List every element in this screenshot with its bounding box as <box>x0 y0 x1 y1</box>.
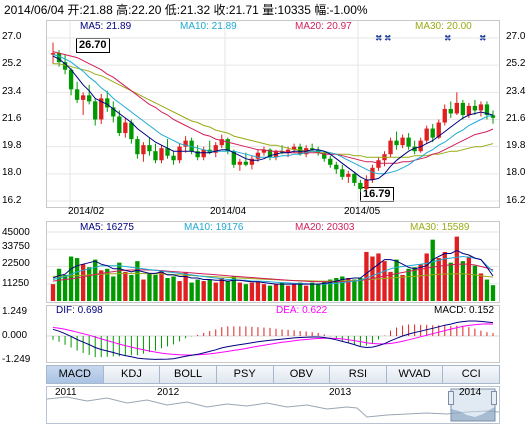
price-y-tick: 23.4 <box>2 86 22 97</box>
price-y-tick: 27.0 <box>2 31 22 42</box>
navigator-left-handle[interactable] <box>448 391 454 405</box>
range-navigator[interactable]: 2011 2012 2013 2014 <box>46 386 500 424</box>
tab-macd[interactable]: MACD <box>47 366 104 383</box>
navigator-history-line <box>47 388 499 422</box>
price-y-tick-right: 19.8 <box>506 140 526 151</box>
macd-y-tick: 0.000 <box>2 330 28 341</box>
tab-rsi[interactable]: RSI <box>330 366 387 383</box>
price-y-tick: 21.6 <box>2 113 22 124</box>
low-price-callout: 16.79 <box>360 187 394 202</box>
volume-y-tick: 22500 <box>2 258 30 269</box>
price-chart-panel[interactable] <box>46 20 500 208</box>
price-y-tick-right: 16.2 <box>506 195 526 206</box>
volume-ma30-label: MA30: 15589 <box>410 222 470 233</box>
tab-psy[interactable]: PSY <box>217 366 274 383</box>
quote-header: 2014/06/04 开:21.88 高:22.20 低:21.32 收:21.… <box>4 3 368 17</box>
tab-wvad[interactable]: WVAD <box>387 366 444 383</box>
price-y-tick-right: 21.6 <box>506 113 526 124</box>
macd-y-tick: 1.249 <box>2 306 28 317</box>
price-y-tick: 18.0 <box>2 167 22 178</box>
navigator-year-label: 2012 <box>157 387 180 398</box>
navigator-year-label: 2014 <box>459 387 482 398</box>
macd-chart-panel[interactable] <box>46 305 500 363</box>
volume-ma5-label: MA5: 16275 <box>80 222 134 233</box>
price-y-tick-right: 18.0 <box>506 167 526 178</box>
navigator-year-label: 2013 <box>329 387 352 398</box>
macd-y-tick: -1.249 <box>2 354 31 365</box>
date-label: 2014/04 <box>210 206 247 217</box>
macd-dif-label: DIF: 0.698 <box>56 305 103 316</box>
event-marker-icon[interactable]: ✖ <box>375 33 383 43</box>
tab-cci[interactable]: CCI <box>461 368 481 380</box>
price-y-tick: 25.2 <box>2 58 22 69</box>
volume-y-tick: 33750 <box>2 241 30 252</box>
indicator-tab-bar: MACD KDJ BOLL PSY OBV RSI WVAD CCI <box>46 365 500 384</box>
volume-y-tick: 11250 <box>2 278 30 289</box>
high-price-callout: 26.70 <box>76 38 110 53</box>
price-y-tick: 16.2 <box>2 195 22 206</box>
macd-value-label: MACD: 0.152 <box>434 305 495 316</box>
price-y-tick-right: 23.4 <box>506 86 526 97</box>
volume-ma10-label: MA10: 19176 <box>184 222 244 233</box>
event-marker-icon[interactable]: ✖ <box>479 33 487 43</box>
price-ma30-label: MA30: 20.00 <box>415 21 472 32</box>
price-ma5-label: MA5: 21.89 <box>80 21 132 32</box>
volume-y-tick: 45000 <box>2 227 30 238</box>
macd-dea-label: DEA: 0.622 <box>276 305 328 316</box>
volume-ma20-label: MA20: 20303 <box>295 222 355 233</box>
price-y-tick: 19.8 <box>2 140 22 151</box>
volume-chart-panel[interactable] <box>46 221 500 303</box>
price-ma20-label: MA20: 20.97 <box>295 21 352 32</box>
navigator-right-handle[interactable] <box>491 391 497 405</box>
price-ma10-label: MA10: 21.89 <box>180 21 237 32</box>
date-label: 2014/02 <box>68 206 105 217</box>
navigator-year-label: 2011 <box>55 387 77 398</box>
tab-boll[interactable]: BOLL <box>160 366 217 383</box>
date-label: 2014/05 <box>344 206 381 217</box>
event-marker-icon[interactable]: ✖ <box>444 33 452 43</box>
price-y-tick-right: 27.0 <box>506 31 526 42</box>
tab-obv[interactable]: OBV <box>274 366 331 383</box>
tab-kdj[interactable]: KDJ <box>104 366 161 383</box>
price-y-tick-right: 25.2 <box>506 58 526 69</box>
event-marker-icon[interactable]: ✖ <box>384 33 392 43</box>
